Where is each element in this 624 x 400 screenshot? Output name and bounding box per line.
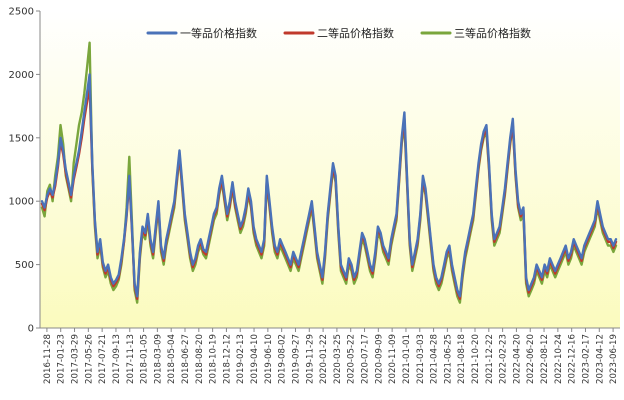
x-tick-label: 2019-04-10 (250, 334, 260, 384)
x-tick-label: 2022-06-20 (526, 334, 536, 384)
x-tick-label: 2019-06-10 (264, 334, 274, 384)
x-tick-label: 2017-11-13 (126, 334, 136, 384)
x-tick-label: 2021-03-03 (416, 334, 426, 384)
x-tick-label: 2018-03-09 (153, 334, 163, 384)
x-tick-label: 2018-01-05 (140, 334, 150, 384)
x-tick-label: 2020-01-22 (319, 334, 329, 384)
y-tick-label: 2500 (9, 7, 34, 18)
x-tick-label: 2021-01-01 (402, 334, 412, 384)
legend-label-1: 一等品价格指数 (180, 26, 257, 40)
x-tick-label: 2019-11-29 (305, 334, 315, 384)
x-tick-label: 2017-07-21 (98, 334, 108, 384)
x-tick-label: 2019-02-13 (236, 334, 246, 384)
y-axis-ticks: 0 500 1000 1500 2000 2500 (9, 7, 40, 335)
legend-label-3: 三等品价格指数 (454, 26, 531, 40)
x-tick-label: 2017-09-13 (112, 334, 122, 384)
legend: 一等品价格指数 二等品价格指数 三等品价格指数 (146, 26, 531, 40)
x-tick-label: 2023-06-19 (609, 334, 619, 384)
plot-area (40, 11, 620, 328)
x-tick-label: 2020-07-17 (361, 334, 371, 384)
x-tick-label: 2022-04-20 (512, 334, 522, 384)
x-tick-label: 2020-11-09 (388, 334, 398, 384)
x-tick-label: 2021-12-22 (485, 334, 495, 384)
x-tick-label: 2022-08-12 (540, 334, 550, 384)
series-lines (40, 41, 618, 304)
y-tick-label: 1500 (9, 133, 34, 144)
x-tick-label: 2017-05-26 (84, 334, 94, 384)
legend-label-2: 二等品价格指数 (317, 26, 394, 40)
x-tick-label: 2018-12-12 (222, 334, 232, 384)
x-tick-label: 2018-10-19 (209, 334, 219, 384)
y-tick-label: 1000 (9, 197, 34, 208)
x-tick-label: 2020-03-25 (333, 334, 343, 384)
x-tick-label: 2021-10-20 (471, 334, 481, 384)
x-tick-label: 2018-08-20 (195, 334, 205, 384)
x-tick-label: 2021-06-25 (443, 334, 453, 384)
series-line-1 (40, 73, 618, 298)
x-tick-label: 2020-09-09 (374, 334, 384, 384)
x-tick-label: 2022-02-23 (499, 334, 509, 384)
x-tick-label: 2020-05-22 (347, 334, 357, 384)
x-tick-label: 2019-09-27 (291, 334, 301, 384)
y-tick-label: 500 (15, 260, 34, 271)
x-tick-label: 2021-04-28 (430, 334, 440, 384)
x-tick-label: 2017-01-23 (57, 334, 67, 384)
x-tick-label: 2018-05-04 (167, 334, 177, 384)
x-tick-label: 2019-08-02 (278, 334, 288, 384)
x-tick-label: 2022-10-24 (554, 334, 564, 384)
y-tick-label: 2000 (9, 70, 34, 81)
x-axis-ticks: 2016-11-28 2017-01-23 2017-03-29 2017-05-26… (43, 328, 619, 384)
x-tick-label: 2023-04-12 (595, 334, 605, 384)
y-tick-label: 0 (28, 324, 34, 335)
x-tick-label: 2021-08-18 (457, 334, 467, 384)
x-tick-label: 2018-06-27 (181, 334, 191, 384)
x-tick-label: 2022-12-16 (568, 334, 578, 384)
x-tick-label: 2017-03-29 (71, 334, 81, 384)
x-tick-label: 2016-11-28 (43, 334, 53, 384)
x-tick-label: 2023-02-17 (581, 334, 591, 384)
